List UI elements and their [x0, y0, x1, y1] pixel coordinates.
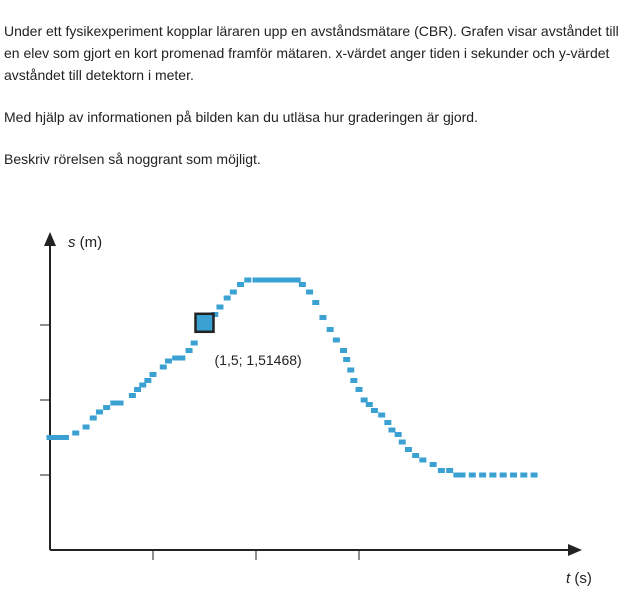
data-point [95, 409, 103, 415]
data-point [185, 348, 193, 353]
data-point [267, 277, 275, 283]
data-point [347, 367, 355, 373]
data-point [319, 315, 327, 320]
data-point [51, 435, 59, 440]
data-point [72, 430, 80, 436]
data-point [429, 462, 437, 467]
data-point [360, 397, 368, 403]
data-point [89, 415, 97, 421]
highlight-point-label: (1,5; 1,51468) [215, 352, 302, 368]
data-point [223, 295, 231, 301]
data-point [332, 337, 340, 343]
data-point [298, 282, 306, 287]
y-axis-arrow [44, 232, 56, 246]
data-point [365, 402, 373, 407]
y-axis-variable: s [68, 234, 76, 251]
data-point [229, 289, 237, 295]
data-point [110, 400, 118, 406]
data-point [412, 453, 420, 458]
data-point [343, 357, 351, 362]
data-point [134, 387, 142, 392]
problem-paragraph-scale: Med hjälp av informationen på bilden kan… [4, 109, 478, 125]
data-point [46, 435, 54, 440]
data-point [446, 468, 454, 473]
data-point [278, 277, 286, 283]
data-point [178, 355, 186, 361]
data-point [312, 300, 320, 305]
data-point [164, 358, 172, 364]
data-point [388, 427, 396, 433]
x-axis-variable: t [566, 570, 571, 587]
data-point [340, 348, 348, 353]
data-point [530, 472, 538, 478]
data-point [437, 468, 445, 473]
data-point [479, 472, 487, 478]
data-point [103, 405, 111, 410]
data-point [370, 408, 378, 413]
data-point [306, 289, 314, 295]
data-point [172, 355, 180, 361]
data-point [489, 472, 497, 478]
data-point [257, 277, 265, 283]
data-point [453, 472, 461, 478]
data-point [293, 277, 301, 283]
axis-ticks [40, 324, 360, 560]
x-axis-arrow [568, 544, 582, 556]
highlight-point-marker [194, 312, 215, 334]
data-point [244, 277, 252, 283]
data-point [404, 447, 412, 452]
data-point [350, 378, 358, 383]
data-point [288, 277, 296, 283]
x-axis-unit: (s) [570, 570, 592, 587]
data-point [216, 304, 224, 310]
data-point [378, 412, 386, 418]
data-point [283, 277, 291, 283]
data-point [128, 393, 136, 398]
data-point [419, 457, 427, 463]
chart-axes [44, 232, 582, 556]
data-point [159, 364, 167, 370]
data-point [510, 472, 517, 478]
y-axis-unit: (m) [76, 234, 103, 251]
y-axis-label: s (m) [68, 234, 102, 251]
data-point [237, 282, 245, 287]
x-axis-label: t (s) [566, 570, 592, 587]
data-point [326, 327, 334, 332]
problem-paragraph-task: Beskriv rörelsen så noggrant som möjligt… [4, 151, 261, 167]
data-point [499, 472, 507, 478]
data-point [398, 439, 406, 445]
problem-paragraph-intro: Under ett fysikexperiment kopplar lärare… [4, 23, 619, 83]
data-point [262, 277, 270, 283]
data-point [468, 472, 476, 478]
data-point [273, 277, 281, 283]
data-point [211, 312, 219, 317]
data-point [61, 435, 69, 440]
data-point [149, 372, 157, 377]
problem-text: Under ett fysikexperiment kopplar lärare… [4, 20, 624, 190]
data-point [458, 472, 466, 478]
data-point [116, 400, 124, 406]
data-point [394, 432, 402, 437]
data-points [46, 277, 538, 478]
data-point [384, 420, 392, 425]
data-point [190, 340, 198, 346]
data-point [56, 435, 64, 440]
data-point [139, 382, 147, 388]
data-point [355, 387, 363, 392]
data-point [82, 424, 90, 430]
data-point [520, 472, 528, 478]
data-point [144, 378, 152, 383]
data-point [252, 277, 260, 283]
